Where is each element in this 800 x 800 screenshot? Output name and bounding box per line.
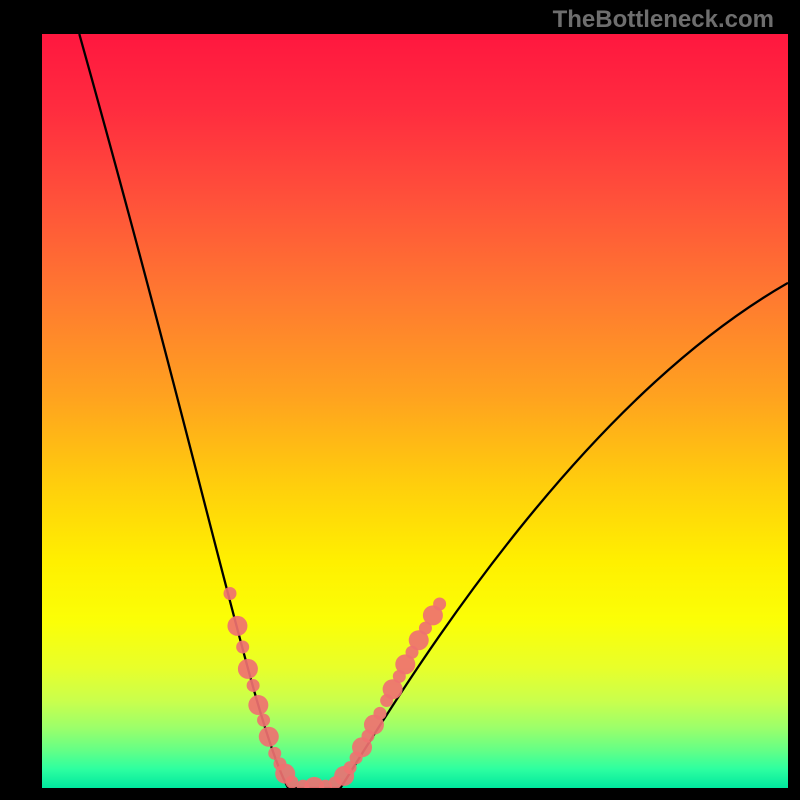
data-marker [247, 679, 260, 692]
data-marker [223, 587, 236, 600]
plot-svg [42, 34, 788, 788]
data-marker [259, 727, 279, 747]
watermark-text: TheBottleneck.com [553, 6, 774, 34]
plot-area [42, 34, 788, 788]
data-marker [373, 707, 386, 720]
data-marker [238, 659, 258, 679]
data-marker [236, 641, 249, 654]
data-marker [285, 775, 298, 788]
gradient-background [42, 34, 788, 788]
data-marker [227, 616, 247, 636]
data-marker [433, 598, 446, 611]
data-marker [248, 695, 268, 715]
data-marker [257, 714, 270, 727]
